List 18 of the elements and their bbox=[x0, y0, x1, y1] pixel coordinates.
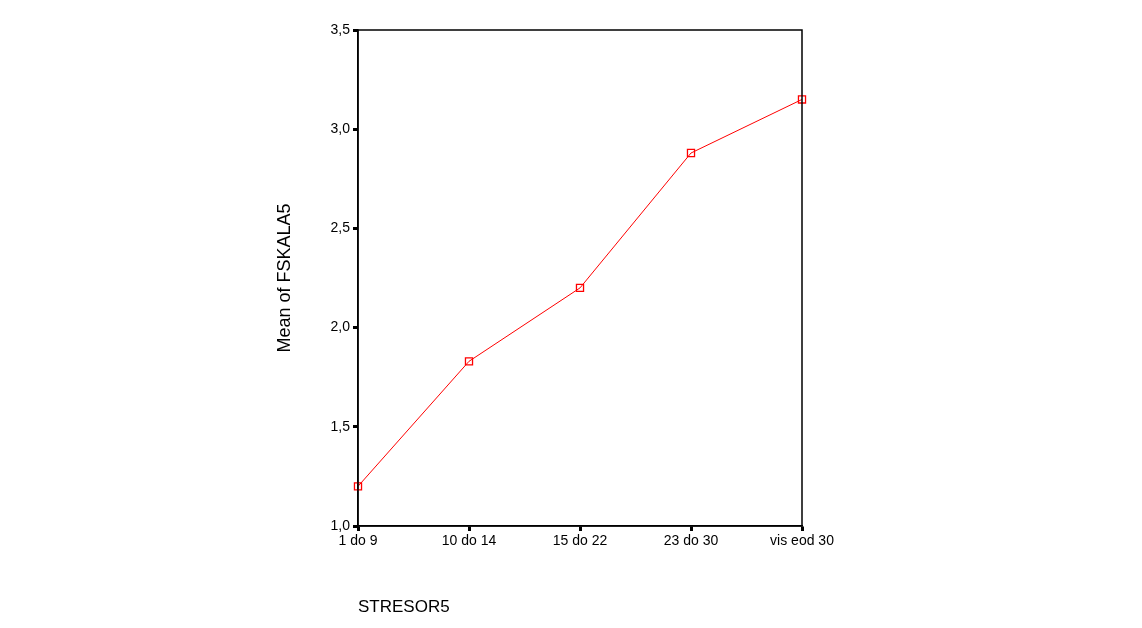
y-tick-label: 3,0 bbox=[330, 120, 351, 137]
x-tick-label: 1 do 9 bbox=[338, 532, 378, 549]
point bbox=[464, 357, 474, 366]
y-tick-label: 1,0 bbox=[330, 516, 351, 533]
y-axis-title: Mean of FSKALA5 bbox=[273, 203, 294, 353]
point bbox=[353, 482, 363, 491]
y-tick-label: 2,0 bbox=[330, 318, 351, 335]
x-tick-label: 15 do 22 bbox=[552, 532, 608, 549]
y-tick-label: 3,5 bbox=[330, 20, 351, 37]
point bbox=[797, 95, 807, 104]
x-axis-title: STRESOR5 bbox=[358, 596, 450, 616]
point bbox=[686, 148, 696, 158]
y-tick-label: 2,5 bbox=[330, 219, 351, 236]
y-tick-label: 1,5 bbox=[330, 417, 351, 434]
point bbox=[575, 283, 585, 293]
x-tick-label: 10 do 14 bbox=[441, 532, 497, 549]
x-tick-label: 23 do 30 bbox=[663, 532, 719, 549]
x-tick-label: vis eod 30 bbox=[770, 532, 835, 549]
